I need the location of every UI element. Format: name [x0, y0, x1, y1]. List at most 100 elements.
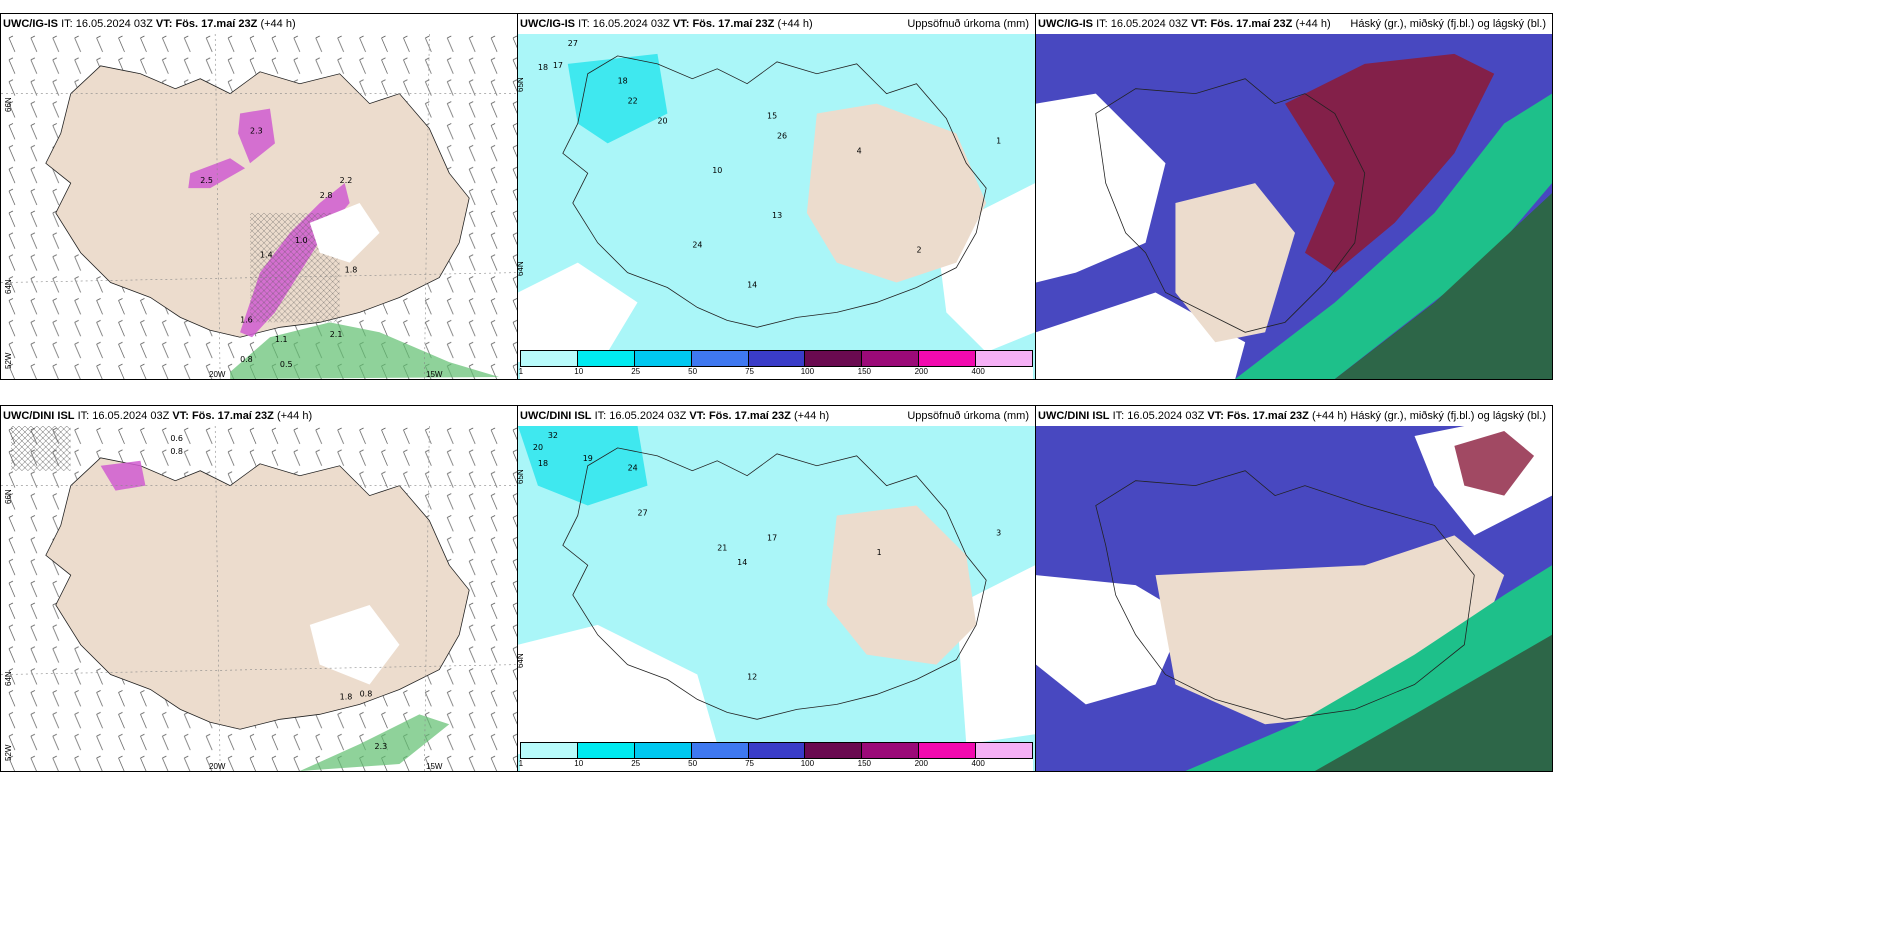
- colorbar-tick: 10: [574, 759, 584, 768]
- lead-time: (+44 h): [1311, 410, 1348, 422]
- grid-line: [1, 664, 517, 675]
- colorbar-segment: [521, 351, 578, 366]
- land-dry: [826, 505, 977, 665]
- value-label: 1.4: [260, 251, 273, 260]
- colorbar-tick: 75: [745, 759, 754, 768]
- panel-title: Háský (gr.), miðský (fj.bl.) og lágský (…: [1350, 18, 1546, 30]
- it-prefix: IT:: [77, 410, 90, 422]
- it-time: 16.05.2024 03Z: [1110, 18, 1188, 30]
- value-label: 21: [717, 543, 727, 552]
- land-dry: [806, 103, 987, 283]
- panel-clouds-dini: UWC/DINI ISL IT: 16.05.2024 03Z VT: Fös.…: [1035, 405, 1553, 772]
- map-clouds: [1036, 426, 1552, 771]
- colorbar-tick: 25: [631, 759, 641, 768]
- colorbar-tick: 75: [745, 367, 754, 376]
- lat-label: 52W: [4, 744, 13, 761]
- iceland-coast: [1095, 78, 1366, 333]
- hatch-area: [10, 426, 71, 471]
- colorbar-segment: [862, 743, 920, 758]
- lat-label: 66N: [4, 489, 13, 504]
- colorbar-tick: 400: [971, 367, 985, 376]
- value-label: 18: [538, 459, 548, 468]
- colorbar-tick: 10: [574, 367, 584, 376]
- colorbar-segment: [634, 743, 692, 758]
- lead-time: (+44 h): [276, 410, 313, 422]
- colorbar-tick: 50: [688, 759, 698, 768]
- lat-label: 66N: [4, 97, 13, 112]
- vt-prefix: VT:: [155, 18, 173, 30]
- colorbar-tick: 1: [518, 367, 524, 376]
- dry-area: [518, 262, 638, 363]
- value-label: 20: [533, 443, 543, 452]
- storm-band: [1285, 53, 1495, 273]
- panel-title: Uppsöfnuð úrkoma (mm): [907, 410, 1029, 422]
- lon-label: 20W: [209, 370, 226, 379]
- value-label: 0.6: [170, 434, 183, 443]
- colorbar-segment: [976, 351, 1033, 366]
- value-label: 27: [568, 39, 578, 48]
- colorbar-tick: 1: [518, 759, 524, 768]
- it-time: 16.05.2024 03Z: [1127, 410, 1205, 422]
- value-label: 2: [916, 246, 921, 255]
- panel-header: UWC/IG-IS IT: 16.05.2024 03Z VT: Fös. 17…: [518, 14, 1035, 34]
- it-time: 16.05.2024 03Z: [75, 18, 153, 30]
- value-label: 2.5: [200, 176, 213, 185]
- it-prefix: IT:: [1112, 410, 1125, 422]
- lead-time: (+44 h): [260, 18, 296, 30]
- colorbar-segment: [805, 351, 863, 366]
- lon-label: 20W: [209, 762, 226, 771]
- low-cloud-dark: [1314, 634, 1552, 771]
- green-precip: [230, 322, 500, 379]
- lat-label: 64N: [4, 671, 13, 686]
- dry-area-east: [956, 565, 1035, 745]
- model-name: UWC/IG-IS: [3, 18, 58, 30]
- vt-prefix: VT:: [1207, 410, 1224, 422]
- it-prefix: IT:: [578, 18, 590, 30]
- vt-time: Fös. 17.maí 23Z: [175, 18, 258, 30]
- colorbar-tick: 200: [914, 759, 928, 768]
- value-label: 1.8: [345, 266, 358, 275]
- lead-time: (+44 h): [1295, 18, 1331, 30]
- colorbar-tick: 50: [688, 367, 698, 376]
- colorbar-tick: 200: [914, 367, 928, 376]
- high-cloud-band: [1235, 93, 1552, 379]
- panel-header: UWC/DINI ISL IT: 16.05.2024 03Z VT: Fös.…: [1, 406, 517, 426]
- value-label: 2.8: [320, 191, 333, 200]
- high-cloud-band: [1185, 565, 1552, 771]
- value-label: 3: [996, 528, 1001, 537]
- value-label: 22: [628, 97, 638, 106]
- panel-precip-dini: UWC/DINI ISL IT: 16.05.2024 03Z VT: Fös.…: [517, 405, 1036, 772]
- land-clear: [1175, 183, 1295, 343]
- value-label: 10: [712, 166, 722, 175]
- green-precip: [299, 714, 450, 771]
- value-label: 19: [583, 454, 593, 463]
- value-label: 0.8: [170, 447, 183, 456]
- map-precip: 32 20 18 19 24 27 17 21 14 1 3 12: [518, 426, 1035, 771]
- panel-wind-snow-igis: UWC/IG-IS IT: 16.05.2024 03Z VT: Fös. 17…: [0, 13, 518, 380]
- value-label: 4: [857, 146, 862, 155]
- colorbar-ticks: 1 10 25 50 75 100 150 200 400: [518, 759, 1033, 771]
- colorbar-segment: [748, 351, 806, 366]
- colorbar-segment: [805, 743, 863, 758]
- value-label: 2.1: [330, 330, 343, 339]
- it-prefix: IT:: [61, 18, 73, 30]
- panel-precip-igis: UWC/IG-IS IT: 16.05.2024 03Z VT: Fös. 17…: [517, 13, 1036, 380]
- colorbar: [520, 742, 1033, 759]
- lat-label: 52W: [4, 352, 13, 369]
- value-label: 14: [737, 558, 747, 567]
- map-wind-barbs: 2.5 2.8 2.2 2.3 1.0 1.4 1.8 1.6 0.8 0.5 …: [1, 34, 517, 379]
- lead-time: (+44 h): [777, 18, 813, 30]
- model-name: UWC/DINI ISL: [3, 410, 75, 422]
- colorbar: [520, 350, 1033, 367]
- value-label: 0.8: [360, 689, 373, 698]
- panel-clouds-igis: UWC/IG-IS IT: 16.05.2024 03Z VT: Fös. 17…: [1035, 13, 1553, 380]
- value-label: 20: [657, 116, 667, 125]
- colorbar-tick: 100: [800, 759, 815, 768]
- map-clouds: [1036, 34, 1552, 379]
- storm-cell: [1454, 430, 1535, 496]
- map-wind-barbs: 0.6 0.8 1.8 0.8 2.3: [1, 426, 517, 771]
- vt-time: Fös. 17.maí 23Z: [191, 410, 274, 422]
- value-label: 1.1: [275, 335, 288, 344]
- it-prefix: IT:: [594, 410, 607, 422]
- heavy-precip-nw: [567, 53, 668, 144]
